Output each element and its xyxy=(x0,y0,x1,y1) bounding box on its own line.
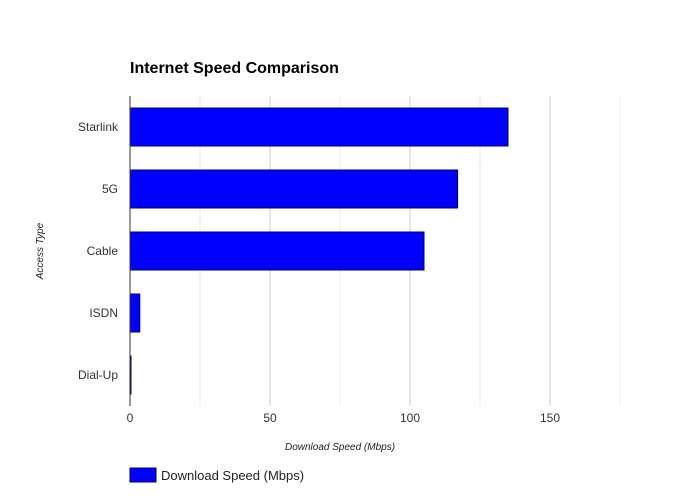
x-tick-label: 150 xyxy=(540,411,560,425)
bar-starlink[interactable] xyxy=(129,107,509,147)
bars xyxy=(129,107,509,395)
y-axis-title: Access Type xyxy=(35,222,46,280)
x-axis-title: Download Speed (Mbps) xyxy=(285,442,395,453)
legend: Download Speed (Mbps) xyxy=(129,467,304,483)
x-tick-label: 50 xyxy=(263,411,277,425)
y-tick-label: ISDN xyxy=(89,306,118,320)
chart-title: Internet Speed Comparison xyxy=(130,60,339,77)
bar-isdn[interactable] xyxy=(129,293,141,333)
bar-5g[interactable] xyxy=(129,169,459,209)
x-tick-label: 100 xyxy=(400,411,420,425)
bar-cable[interactable] xyxy=(129,231,425,271)
y-tick-labels: Starlink 5G Cable ISDN Dial-Up xyxy=(78,120,119,382)
y-tick-label: Cable xyxy=(87,244,119,258)
legend-swatch xyxy=(129,467,157,483)
y-tick-label: Starlink xyxy=(78,120,119,134)
x-tick-label: 0 xyxy=(127,411,134,425)
y-tick-label: 5G xyxy=(102,182,118,196)
legend-label: Download Speed (Mbps) xyxy=(161,468,304,483)
y-tick-label: Dial-Up xyxy=(78,368,118,382)
x-tick-labels: 0 50 100 150 xyxy=(127,411,561,425)
